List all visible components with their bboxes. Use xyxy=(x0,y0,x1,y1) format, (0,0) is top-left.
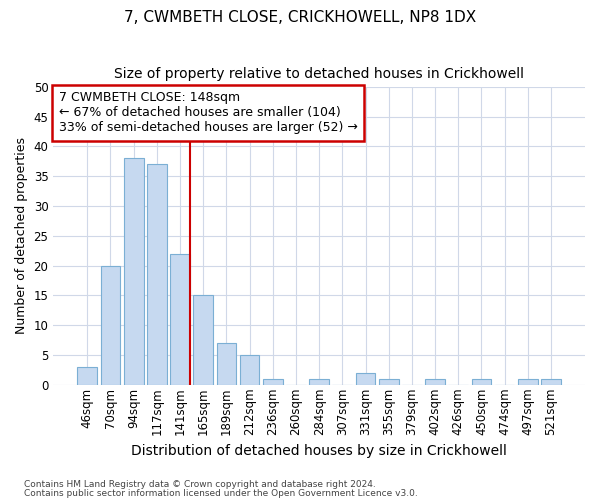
Text: Contains HM Land Registry data © Crown copyright and database right 2024.: Contains HM Land Registry data © Crown c… xyxy=(24,480,376,489)
X-axis label: Distribution of detached houses by size in Crickhowell: Distribution of detached houses by size … xyxy=(131,444,507,458)
Text: 7 CWMBETH CLOSE: 148sqm
← 67% of detached houses are smaller (104)
33% of semi-d: 7 CWMBETH CLOSE: 148sqm ← 67% of detache… xyxy=(59,92,358,134)
Bar xyxy=(170,254,190,385)
Text: 7, CWMBETH CLOSE, CRICKHOWELL, NP8 1DX: 7, CWMBETH CLOSE, CRICKHOWELL, NP8 1DX xyxy=(124,10,476,25)
Bar xyxy=(356,373,376,385)
Bar xyxy=(193,296,213,385)
Bar xyxy=(147,164,167,385)
Text: Contains public sector information licensed under the Open Government Licence v3: Contains public sector information licen… xyxy=(24,488,418,498)
Y-axis label: Number of detached properties: Number of detached properties xyxy=(15,138,28,334)
Bar xyxy=(518,379,538,385)
Bar xyxy=(101,266,121,385)
Bar xyxy=(425,379,445,385)
Bar xyxy=(217,343,236,385)
Title: Size of property relative to detached houses in Crickhowell: Size of property relative to detached ho… xyxy=(114,68,524,82)
Bar xyxy=(541,379,561,385)
Bar xyxy=(263,379,283,385)
Bar xyxy=(77,367,97,385)
Bar xyxy=(124,158,143,385)
Bar xyxy=(379,379,398,385)
Bar xyxy=(240,355,259,385)
Bar xyxy=(309,379,329,385)
Bar xyxy=(472,379,491,385)
